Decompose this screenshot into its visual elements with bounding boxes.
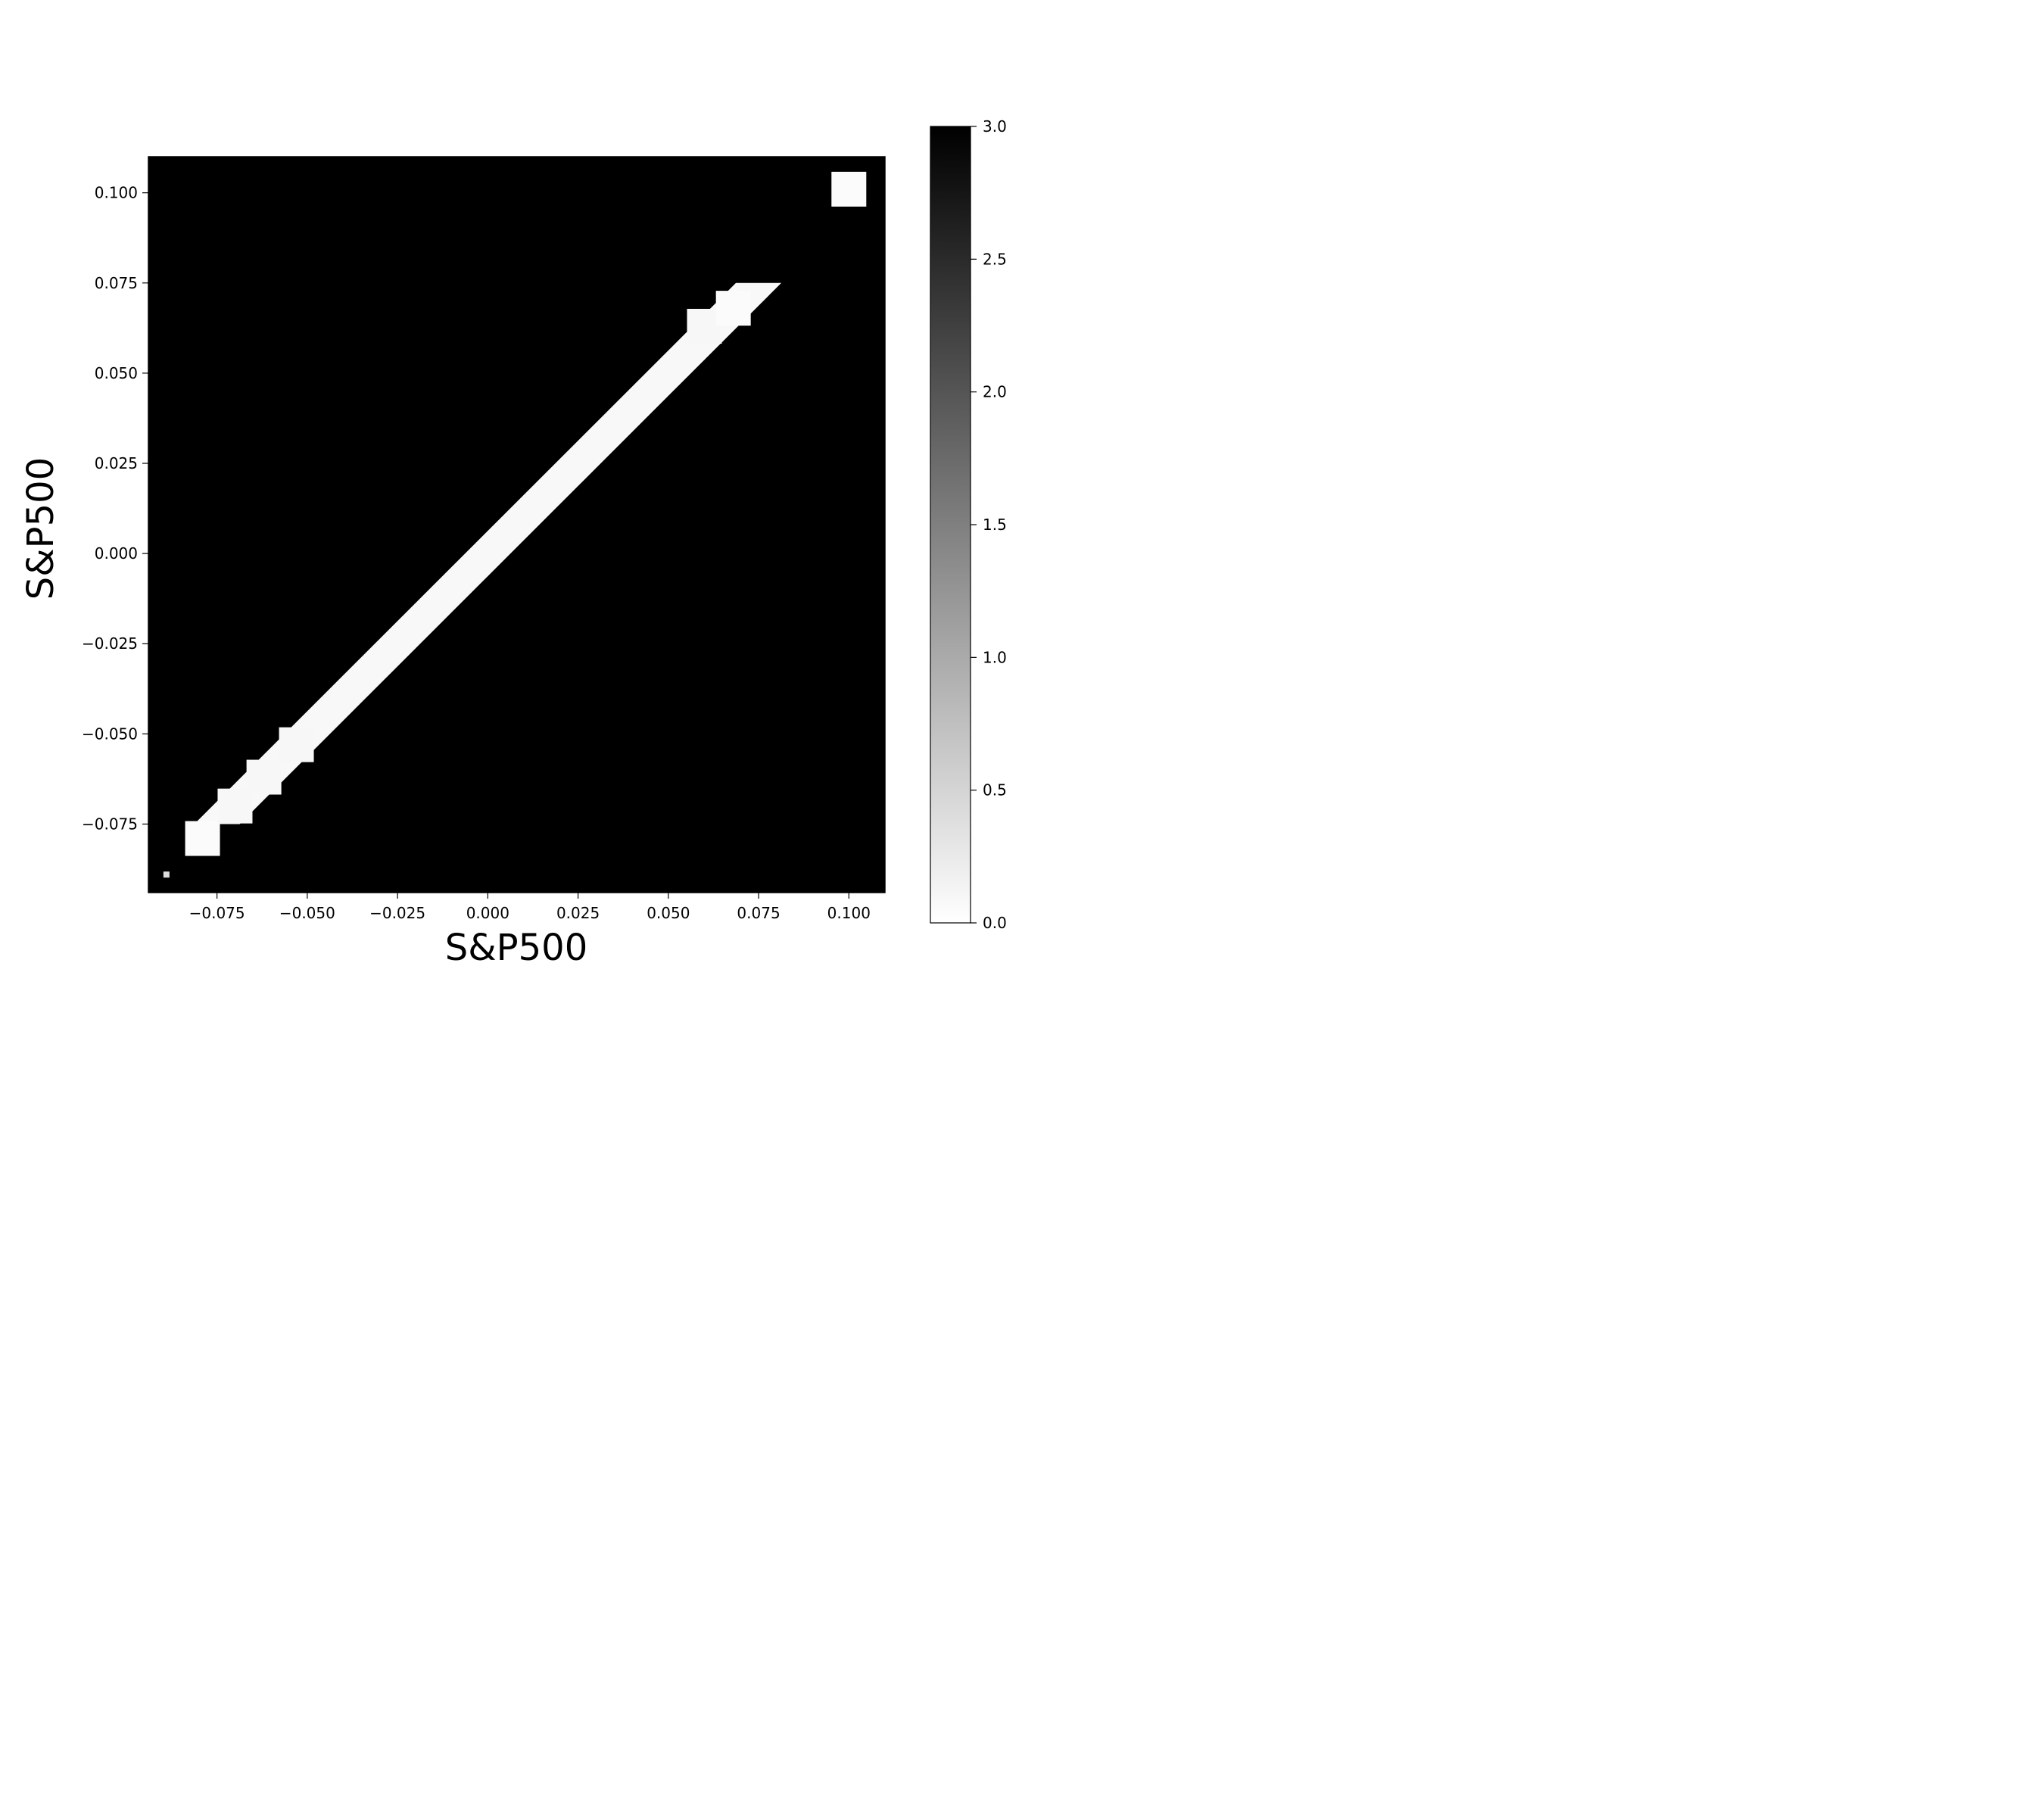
x-tick-label: 0.050	[647, 904, 690, 922]
heatmap-figure: −0.075 −0.050 −0.025 0.000 0.025 0.050 0.075 0.…	[20, 117, 1007, 969]
heatmap-cell-blob-5	[715, 291, 751, 326]
x-axis-title: S&P500	[445, 927, 587, 969]
heatmap-cell-blob-2	[246, 759, 282, 795]
colorbar-gradient	[930, 126, 971, 924]
colorbar-tick-label: 1.5	[983, 516, 1007, 534]
colorbar-tick-label: 0.0	[983, 914, 1007, 932]
y-tick-label: 0.100	[95, 184, 138, 202]
y-tick-label: −0.075	[82, 815, 138, 833]
colorbar-tick-label: 0.5	[983, 781, 1007, 799]
x-tick-label: 0.100	[827, 904, 871, 922]
colorbar-tick-label: 3.0	[983, 117, 1007, 136]
x-tick-label: 0.025	[556, 904, 600, 922]
y-tick-label: 0.075	[95, 274, 138, 292]
y-axis: −0.075 −0.050 −0.025 0.000 0.025 0.050 0.075 0.…	[82, 184, 148, 833]
colorbar-tick-label: 1.0	[983, 648, 1007, 666]
colorbar-tick-label: 2.0	[983, 383, 1007, 401]
heatmap-cell-blob-7	[163, 871, 170, 878]
y-tick-label: 0.000	[95, 544, 138, 563]
y-tick-label: −0.050	[82, 725, 138, 743]
heatmap-cell-blob-0	[185, 821, 220, 856]
x-tick-label: −0.075	[189, 904, 245, 922]
x-tick-label: 0.000	[466, 904, 509, 922]
y-tick-label: 0.050	[95, 364, 138, 382]
plot-frame	[148, 156, 886, 893]
heatmap-cells	[163, 171, 867, 878]
y-tick-label: 0.025	[95, 454, 138, 472]
y-tick-label: −0.025	[82, 634, 138, 653]
heatmap-plot-area	[148, 156, 886, 893]
heatmap-cell-blob-3	[279, 727, 314, 762]
x-tick-label: 0.075	[737, 904, 780, 922]
heatmap-cell-blob-6	[831, 171, 867, 207]
colorbar-tick-label: 2.5	[983, 250, 1007, 268]
x-tick-label: −0.025	[369, 904, 425, 922]
x-tick-label: −0.050	[279, 904, 335, 922]
y-axis-title: S&P500	[20, 457, 62, 600]
x-axis: −0.075 −0.050 −0.025 0.000 0.025 0.050 0.075 0.…	[189, 893, 871, 922]
colorbar: 0.0 0.5 1.0 1.5 2.0 2.5 3.0	[930, 117, 1007, 932]
colorbar-ticks: 0.0 0.5 1.0 1.5 2.0 2.5 3.0	[971, 117, 1007, 932]
heatmap-diagonal-band	[194, 282, 782, 824]
